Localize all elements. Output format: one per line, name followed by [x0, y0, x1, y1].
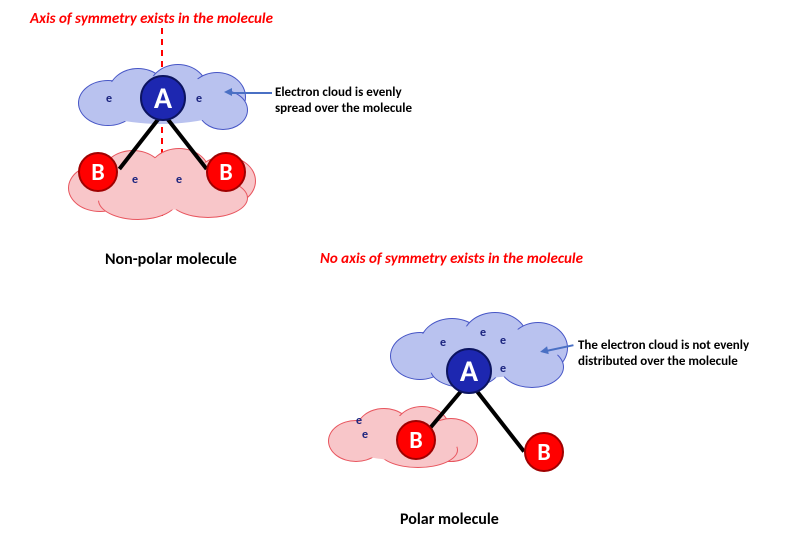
atom-b2-polar: B	[524, 432, 564, 472]
title-nonpolar: Axis of symmetry exists in the molecule	[30, 10, 273, 28]
arrow-p-head	[539, 346, 548, 355]
anno-np-l2: spread over the molecule	[275, 101, 412, 116]
e-label: e	[106, 92, 112, 106]
caption-nonpolar: Non-polar molecule	[105, 250, 237, 269]
title-polar: No axis of symmetry exists in the molecu…	[320, 250, 583, 268]
e-label: e	[500, 362, 506, 376]
e-label: e	[362, 428, 368, 442]
anno-p-l1: The electron cloud is not evenly	[578, 338, 749, 353]
atom-b1-nonpolar: B	[78, 152, 118, 192]
e-label: e	[196, 92, 202, 106]
arrow-np-head	[224, 88, 232, 96]
e-label: e	[440, 336, 446, 350]
e-label: e	[480, 326, 486, 340]
atom-b1-polar: B	[396, 420, 436, 460]
anno-p-l2: distributed over the molecule	[578, 354, 738, 369]
arrow-np	[230, 92, 272, 94]
e-label: e	[132, 173, 138, 187]
bond-p-2	[474, 389, 525, 453]
e-label: e	[500, 334, 506, 348]
atom-a-nonpolar: A	[140, 75, 186, 121]
e-label: e	[356, 414, 362, 428]
atom-b2-nonpolar: B	[206, 152, 246, 192]
annotation-nonpolar: Electron cloud is evenly spread over the…	[275, 85, 412, 118]
annotation-polar: The electron cloud is not evenly distrib…	[578, 338, 749, 371]
anno-np-l1: Electron cloud is evenly	[275, 85, 402, 100]
caption-polar: Polar molecule	[400, 510, 499, 529]
e-label: e	[176, 173, 182, 187]
atom-a-polar: A	[446, 348, 492, 394]
diagram-root: { "titles": { "top": "Axis of symmetry e…	[0, 0, 797, 548]
